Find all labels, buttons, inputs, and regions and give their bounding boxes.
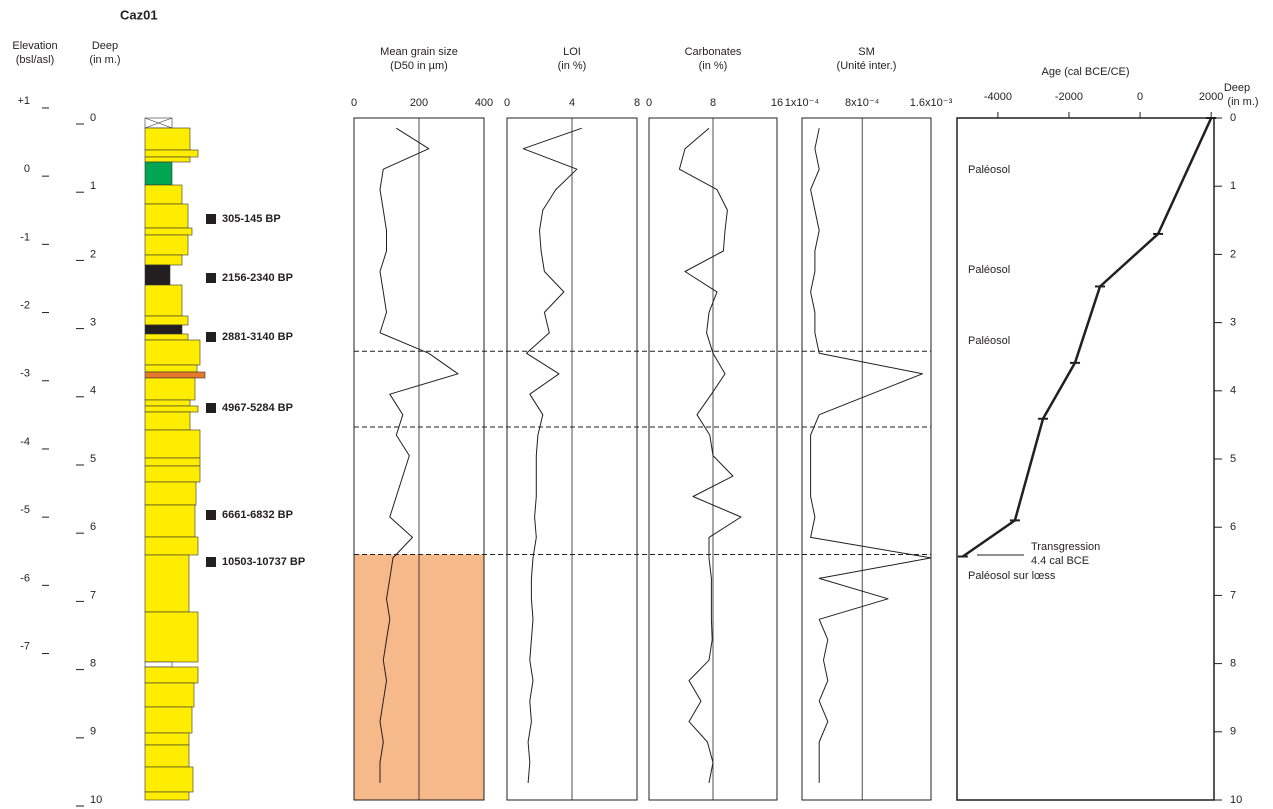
depth-label: Deep xyxy=(92,40,118,52)
depth-tick-label: 9 xyxy=(90,726,96,738)
curve xyxy=(810,128,932,783)
depth-tick-label: 2 xyxy=(1230,248,1236,260)
date-label: 10503-10737 BP xyxy=(222,556,305,568)
x-tick-label: 0 xyxy=(504,97,510,109)
panel-title: LOI xyxy=(563,46,581,58)
date-marker xyxy=(206,403,216,413)
panel-title: Age (cal BCE/CE) xyxy=(1041,66,1129,78)
x-tick-label: 8x10⁻⁴ xyxy=(845,97,880,109)
date-marker xyxy=(206,332,216,342)
date-label: 4967-5284 BP xyxy=(222,402,293,414)
depth-tick-label: 7 xyxy=(1230,589,1236,601)
annotation: Paléosol xyxy=(968,335,1010,347)
x-tick-label: 0 xyxy=(1137,91,1143,103)
panel-subtitle: (in %) xyxy=(558,60,587,72)
depth-tick-label: 0 xyxy=(90,112,96,124)
depth-label: Deep xyxy=(1224,82,1250,94)
date-marker xyxy=(206,273,216,283)
date-marker xyxy=(206,510,216,520)
depth-tick-label: 8 xyxy=(1230,658,1236,670)
depth-tick-label: 1 xyxy=(90,180,96,192)
x-tick-label: 16 xyxy=(771,97,783,109)
elevation-tick-label: -5 xyxy=(20,504,30,516)
depth-tick-label: 9 xyxy=(1230,726,1236,738)
depth-tick-label: 7 xyxy=(90,589,96,601)
curve xyxy=(678,127,742,783)
depth-tick-label: 10 xyxy=(90,794,102,806)
date-marker xyxy=(206,214,216,224)
elevation-tick-label: -2 xyxy=(20,299,30,311)
depth-tick-label: 1 xyxy=(1230,180,1236,192)
x-tick-label: 1x10⁻⁴ xyxy=(785,97,820,109)
depth-tick-label: 2 xyxy=(90,248,96,260)
panel-frame xyxy=(801,117,932,801)
x-tick-label: -2000 xyxy=(1055,91,1083,103)
depth-tick-label: 6 xyxy=(1230,521,1236,533)
x-tick-label: 1.6x10⁻³ xyxy=(910,97,953,109)
panel-title: Carbonates xyxy=(685,46,742,58)
x-tick-label: 200 xyxy=(410,97,428,109)
depth-tick-label: 6 xyxy=(90,521,96,533)
date-label: 2881-3140 BP xyxy=(222,331,293,343)
elevation-tick-label: +1 xyxy=(17,95,30,107)
annotation: Paléosol xyxy=(968,164,1010,176)
depth-tick-label: 3 xyxy=(1230,317,1236,329)
x-tick-label: 400 xyxy=(475,97,493,109)
x-tick-label: -4000 xyxy=(984,91,1012,103)
date-label: 305-145 BP xyxy=(222,213,281,225)
depth-tick-label: 4 xyxy=(1230,385,1236,397)
depth-tick-label: 5 xyxy=(90,453,96,465)
elevation-tick-label: -4 xyxy=(20,436,30,448)
panel-subtitle: (Unité inter.) xyxy=(837,60,897,72)
panel-title: SM xyxy=(858,46,875,58)
elevation-tick-label: -1 xyxy=(20,231,30,243)
depth-unit: (in m.) xyxy=(1227,96,1258,108)
x-tick-label: 0 xyxy=(646,97,652,109)
depth-tick-label: 4 xyxy=(90,385,96,397)
date-label: 6661-6832 BP xyxy=(222,509,293,521)
annotation: Paléosol xyxy=(968,264,1010,276)
curve xyxy=(522,127,582,783)
annotation: Transgression xyxy=(1031,541,1100,553)
depth-tick-label: 0 xyxy=(1230,112,1236,124)
depth-tick-label: 8 xyxy=(90,658,96,670)
elevation-tick-label: 0 xyxy=(24,163,30,175)
panel-title: Mean grain size xyxy=(380,46,458,58)
dates: 305-145 BP 2156-2340 BP 2881-3140 BP 496… xyxy=(206,213,305,568)
depth-tick-label: 5 xyxy=(1230,453,1236,465)
x-tick-label: 8 xyxy=(634,97,640,109)
date-marker xyxy=(206,557,216,567)
annotation: Paléosol sur lœss xyxy=(968,570,1056,582)
curve xyxy=(379,127,459,783)
elevation-label: Elevation xyxy=(12,40,57,52)
annotation: 4.4 cal BCE xyxy=(1031,555,1089,567)
date-label: 2156-2340 BP xyxy=(222,272,293,284)
elevation-tick-label: -3 xyxy=(20,368,30,380)
depth-unit: (in m.) xyxy=(89,54,120,66)
figure-title: Caz01 xyxy=(120,7,158,22)
x-tick-label: 4 xyxy=(569,97,575,109)
elevation-tick-label: -7 xyxy=(20,640,30,652)
panel-subtitle: (D50 in µm) xyxy=(390,60,448,72)
elevation-tick-label: -6 xyxy=(20,572,30,584)
depth-tick-label: 3 xyxy=(90,317,96,329)
panel-subtitle: (in %) xyxy=(699,60,728,72)
x-tick-label: 8 xyxy=(710,97,716,109)
depth-tick-label: 10 xyxy=(1230,794,1242,806)
panel-frame xyxy=(956,117,1215,801)
x-tick-label: 0 xyxy=(351,97,357,109)
elevation-unit: (bsl/asl) xyxy=(16,54,55,66)
x-tick-label: 2000 xyxy=(1199,91,1223,103)
lithology-column xyxy=(144,117,206,801)
